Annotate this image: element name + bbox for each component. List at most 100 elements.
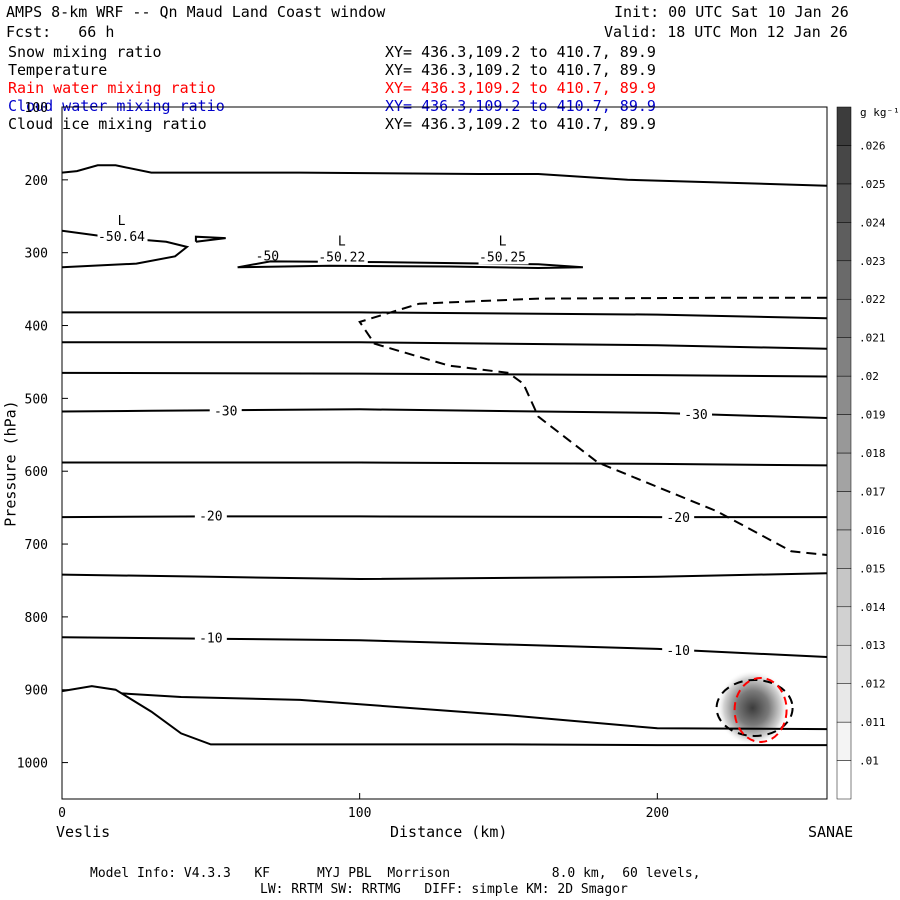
right-endpoint-label: SANAE: [808, 823, 854, 841]
low-value: -50.64: [98, 230, 145, 245]
colorbar-label: .024: [859, 216, 886, 229]
field-name-cloud-water: Cloud water mixing ratio: [8, 97, 225, 115]
rain-water-shading: [716, 669, 789, 746]
y-tick-label: 200: [25, 174, 48, 189]
isotherm-label: -30: [214, 404, 237, 419]
colorbar-label: .017: [859, 485, 886, 498]
low-value-bg: [478, 249, 529, 265]
field-name-cloud-ice: Cloud ice mixing ratio: [8, 115, 207, 133]
colorbar-box: [836, 106, 852, 146]
isotherm-2: [62, 341, 827, 350]
y-tick-label: 600: [25, 465, 48, 480]
colorbar-label: .022: [859, 293, 886, 306]
low-value: -50.22: [318, 250, 365, 265]
y-tick-label: 300: [25, 247, 48, 262]
y-tick-label: 900: [25, 684, 48, 699]
colorbar-box: [836, 529, 852, 569]
colorbar-box: [836, 337, 852, 377]
y-tick-label: 500: [25, 392, 48, 407]
low-value: -50.25: [479, 250, 526, 265]
field-xy-rain: XY= 436.3,109.2 to 410.7, 89.9: [385, 79, 656, 97]
colorbar-box: [836, 491, 852, 531]
low-value-bg: [97, 229, 148, 245]
isotherm-label-bg: [662, 508, 695, 525]
field-xy-snow: XY= 436.3,109.2 to 410.7, 89.9: [385, 43, 656, 61]
isotherm-5: [62, 461, 827, 467]
isotherm-low-2: [121, 692, 827, 731]
colorbar-box: [836, 452, 852, 492]
x-tick-label: 100: [348, 806, 371, 821]
colorbar-label: .023: [859, 255, 886, 268]
x-tick-label: 200: [646, 806, 669, 821]
colorbar-label: .014: [859, 601, 886, 614]
isotherm-label: -20: [199, 509, 222, 524]
isotherm-0: [62, 164, 827, 187]
y-tick-label: 800: [25, 611, 48, 626]
colorbar-label: .015: [859, 562, 886, 575]
field-name-rain: Rain water mixing ratio: [8, 79, 216, 97]
low-marker: -50: [256, 250, 279, 265]
snow-mixing-contour: [358, 296, 827, 556]
y-tick-label: 400: [25, 320, 48, 335]
y-tick-label: 100: [25, 101, 48, 116]
colorbar-label: .012: [859, 678, 886, 691]
isotherm-label: -20: [666, 511, 689, 526]
colorbar-label: .019: [859, 409, 886, 422]
low-contour-2: [194, 235, 226, 243]
colorbar-box: [836, 760, 852, 800]
isotherm-label: -10: [666, 644, 689, 659]
isotherm-1: [62, 311, 827, 320]
isotherm-label-bg: [194, 629, 227, 646]
model-physics: LW: RRTM SW: RRTMG DIFF: simple KM: 2D S…: [260, 882, 628, 897]
colorbar-box: [836, 260, 852, 300]
isotherm-label-bg: [680, 406, 713, 423]
isotherm-4: [62, 408, 827, 419]
colorbar-box: [836, 183, 852, 223]
colorbar-box: [836, 568, 852, 608]
isotherm-low-1: [62, 685, 827, 747]
low-contour-3: [237, 260, 583, 270]
chart-title: AMPS 8-km WRF -- Qn Maud Land Coast wind…: [6, 3, 386, 21]
x-tick-label: 0: [58, 806, 66, 821]
colorbar-label: .016: [859, 524, 886, 537]
valid-time: Valid: 18 UTC Mon 12 Jan 26: [604, 23, 848, 41]
isotherm-label: -10: [199, 632, 222, 647]
field-xy-cloud-ice: XY= 436.3,109.2 to 410.7, 89.9: [385, 115, 656, 133]
field-xy-temperature: XY= 436.3,109.2 to 410.7, 89.9: [385, 61, 656, 79]
colorbar-label: .02: [859, 370, 879, 383]
y-tick-label: 700: [25, 538, 48, 553]
field-xy-cloud-water: XY= 436.3,109.2 to 410.7, 89.9: [385, 97, 656, 115]
init-time: Init: 00 UTC Sat 10 Jan 26: [614, 3, 849, 21]
plot-frame: [61, 106, 828, 800]
colorbar-box: [836, 222, 852, 262]
snow-mixing-contour-small: [715, 678, 794, 737]
colorbar-box: [836, 298, 852, 338]
isotherm-8: [62, 636, 827, 658]
field-name-snow: Snow mixing ratio: [8, 43, 162, 61]
rain-water-contour: [733, 676, 788, 743]
model-info: Model Info: V4.3.3 KF MYJ PBL Morrison 8…: [90, 866, 701, 881]
colorbar-box: [836, 606, 852, 646]
colorbar-box: [836, 683, 852, 723]
x-axis-label: Distance (km): [390, 823, 508, 841]
isotherm-label-bg: [194, 507, 227, 524]
colorbar-box: [836, 414, 852, 454]
colorbar-label: .011: [859, 716, 886, 729]
colorbar-label: .025: [859, 178, 886, 191]
colorbar-box: [836, 375, 852, 415]
forecast-hour: Fcst: 66 h: [6, 23, 115, 41]
colorbar-box: [836, 145, 852, 185]
low-marker: L: [338, 234, 346, 249]
y-axis-label: Pressure (hPa): [1, 400, 20, 527]
isotherm-7: [62, 572, 827, 581]
low-marker: L: [118, 214, 126, 229]
y-tick-label: 1000: [17, 757, 48, 772]
isotherm-3: [62, 371, 827, 378]
colorbar-label: .021: [859, 332, 886, 345]
colorbar-label: .013: [859, 639, 886, 652]
low-value-bg: [317, 249, 368, 265]
colorbar-label: .026: [859, 139, 886, 152]
colorbar-box: [836, 644, 852, 684]
isotherm-label: -30: [684, 408, 707, 423]
